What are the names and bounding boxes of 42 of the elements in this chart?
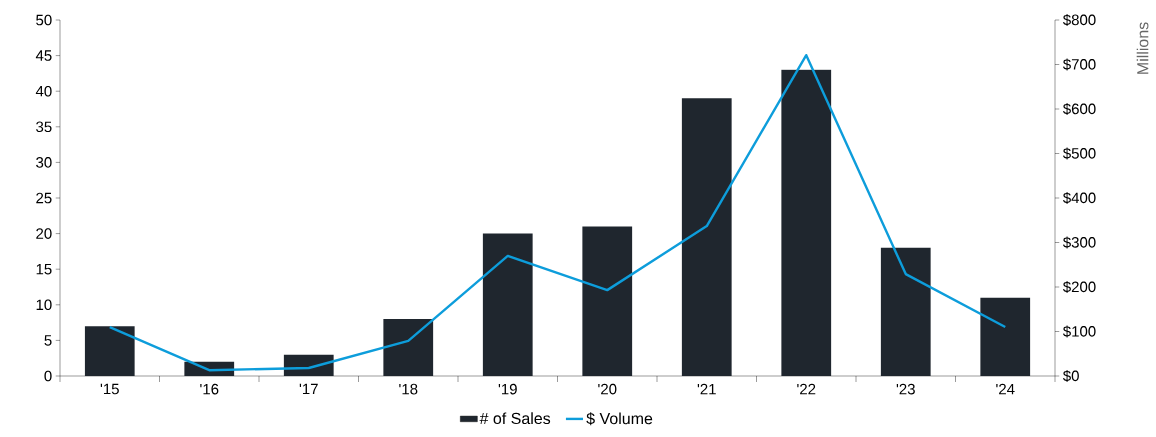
x-tick-label: '19: [498, 383, 517, 395]
x-tick-label: '21: [697, 383, 716, 395]
y-tick-label: 35: [36, 121, 52, 133]
bar: [681, 98, 732, 376]
y-tick-label: 0: [44, 370, 52, 382]
line-series: [108, 53, 1007, 372]
x-tick-label: '18: [399, 383, 418, 395]
bar: [482, 233, 533, 376]
y2-tick-label: $400: [1062, 191, 1096, 205]
y2-tick-label: $100: [1062, 325, 1096, 338]
x-tick-label: '23: [896, 383, 915, 395]
y2-tick-label: $0: [1062, 369, 1079, 383]
x-tick-label: '20: [598, 383, 617, 395]
y-tick-label: 40: [35, 85, 52, 97]
y2-tick-label: $600: [1062, 102, 1096, 116]
bar: [383, 319, 434, 376]
y-tick-label: 5: [44, 335, 52, 346]
x-tick-label: '17: [299, 383, 318, 395]
y-tick-label: 20: [36, 228, 52, 239]
legend-label: # of Sales: [479, 412, 551, 425]
bar: [582, 226, 633, 376]
y2-tick-label: $500: [1062, 147, 1096, 160]
x-tick-label: '24: [996, 383, 1015, 395]
bar: [781, 69, 832, 376]
y2-tick-label: $300: [1062, 236, 1096, 249]
bar: [980, 297, 1031, 376]
bar: [880, 247, 931, 376]
bar: [84, 326, 135, 376]
y2-tick-label: $800: [1062, 13, 1096, 27]
x-tick-label: '22: [797, 383, 816, 395]
y2-axis-title: Millions: [1136, 22, 1149, 74]
legend-label: $ Volume: [586, 412, 653, 426]
y-tick-label: 10: [36, 299, 52, 311]
x-tick-label: '15: [100, 383, 119, 395]
y2-tick-label: $700: [1062, 58, 1096, 71]
y-tick-label: 25: [36, 192, 52, 204]
y-tick-label: 45: [35, 50, 52, 61]
y-tick-label: 50: [36, 14, 52, 26]
x-tick-label: '16: [200, 383, 219, 395]
y-tick-label: 30: [36, 157, 52, 168]
y-tick-label: 15: [36, 263, 52, 275]
y2-tick-label: $200: [1062, 280, 1096, 294]
